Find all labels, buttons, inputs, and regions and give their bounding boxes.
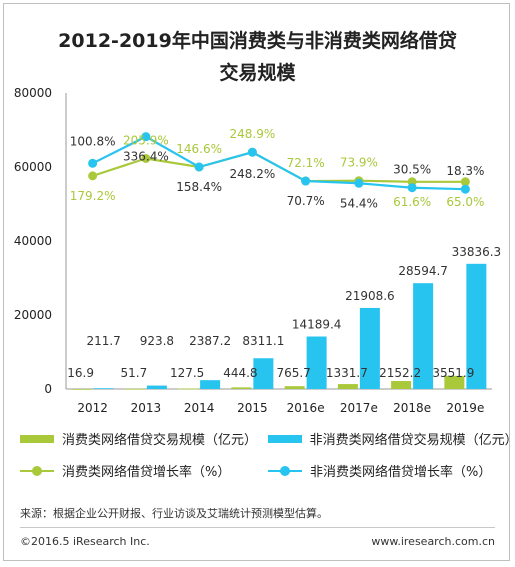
nonconsumer-bar-label-0: 211.7 [86,334,120,348]
x-tick-label-4: 2016e [287,401,325,415]
consumer-bar-3 [231,387,252,389]
consumer-growth-label-7: 65.0% [446,195,484,209]
x-tick-label-7: 2019e [446,401,484,415]
nonconsumer-growth-label-2: 158.4% [176,180,222,194]
legend-label-nonconsumer-bar: 非消费类网络借贷交易规模（亿元） [309,433,515,448]
consumer-bar-label-1: 51.7 [121,366,148,380]
consumer-bar-4 [284,386,305,389]
consumer-bar-label-3: 444.8 [223,366,257,380]
nonconsumer-bar-label-7: 33836.3 [452,245,502,259]
x-tick-label-2: 2014 [184,401,215,415]
consumer-bar-1 [124,388,145,390]
chart-plot: 0 20000 40000 60000 80000 2012 2013 2014 2015 201… [14,86,502,415]
nonconsumer-bar-label-1: 923.8 [140,334,174,348]
nonconsumer-bar-4 [306,336,327,389]
x-tick-label-3: 2015 [237,401,268,415]
consumer-bar-label-6: 2152.2 [379,366,421,380]
consumer-bar-2 [178,388,199,390]
footer-divider [20,527,495,528]
nonconsumer-growth-label-6: 30.5% [393,163,431,177]
consumer-bar-0 [71,388,92,390]
legend-consumer-bars: 消费类网络借贷交易规模（亿元） [20,429,257,448]
consumer-growth-label-4: 72.1% [287,156,325,170]
nonconsumer-growth-point-4 [301,176,311,186]
consumer-bar-label-0: 16.9 [67,366,94,380]
legend-swatch-consumer-bar [20,434,54,443]
x-tick-label-0: 2012 [77,401,108,415]
nonconsumer-growth-point-0 [88,158,98,168]
nonconsumer-growth-point-5 [354,178,364,188]
nonconsumer-bar-5 [359,307,380,389]
nonconsumer-growth-point-6 [407,183,417,193]
y-tick-label-2: 40000 [14,234,52,248]
nonconsumer-bar-label-2: 2387.2 [189,334,231,348]
legend-label-consumer-growth: 消费类网络借贷增长率（%） [62,465,231,480]
consumer-growth-label-6: 61.6% [393,195,431,209]
y-tick-label-4: 80000 [14,86,52,100]
nonconsumer-growth-line [92,135,466,191]
legend-label-nonconsumer-growth: 非消费类网络借贷增长率（%） [310,465,492,480]
copyright: ©2016.5 iResearch Inc. [20,535,150,548]
nonconsumer-growth-label-1: 336.4% [123,150,169,164]
nonconsumer-growth-label-4: 70.7% [287,194,325,208]
consumer-growth-label-0: 179.2% [70,189,116,203]
nonconsumer-bar-6 [413,283,434,389]
nonconsumer-growth-label-7: 18.3% [446,164,484,178]
legend-swatch-consumer-line [20,465,54,476]
nonconsumer-growth-point-1 [141,132,151,142]
consumer-growth-label-3: 248.9% [229,127,275,141]
consumer-growth-point-7 [460,177,470,187]
legend-nonconsumer-growth: 非消费类网络借贷增长率（%） [268,461,491,480]
consumer-bar-label-7: 3551.9 [432,366,474,380]
nonconsumer-growth-label-5: 54.4% [340,196,378,210]
x-tick-label-5: 2017e [340,401,378,415]
nonconsumer-bar-label-5: 21908.6 [345,289,395,303]
legend-label-consumer-bar: 消费类网络借贷交易规模（亿元） [62,433,258,448]
consumer-bar-7 [444,375,465,389]
nonconsumer-growth-point-7 [460,184,470,194]
nonconsumer-growth-point-3 [247,147,257,157]
x-tick-label-1: 2013 [131,401,162,415]
consumer-growth-point-0 [88,171,98,181]
consumer-bar-label-5: 1331.7 [326,366,368,380]
nonconsumer-growth-point-2 [194,162,204,172]
y-tick-label-3: 60000 [14,160,52,174]
website-url: www.iresearch.com.cn [371,535,495,548]
chart-title-line-2: 交易规模 [219,62,296,84]
x-tick-label-6: 2018e [393,401,431,415]
legend-consumer-growth: 消费类网络借贷增长率（%） [20,461,230,480]
y-tick-label-0: 0 [44,382,52,396]
nonconsumer-growth-label-3: 248.2% [229,167,275,181]
consumer-bar-label-2: 127.5 [170,366,204,380]
consumer-bar-label-4: 765.7 [276,366,310,380]
consumer-growth-label-1: 205.9% [123,133,169,147]
nonconsumer-bar-7 [466,263,487,389]
nonconsumer-bar-1 [146,385,167,389]
consumer-bar-6 [391,381,412,389]
consumer-growth-label-2: 146.6% [176,142,222,156]
chart-title: 2012-2019年中国消费类与非消费类网络借贷 交易规模 [0,25,515,89]
nonconsumer-bar-label-6: 28594.7 [398,264,448,278]
legend-swatch-nonconsumer-bar [268,434,302,443]
chart-frame [3,3,510,561]
legend-nonconsumer-bars: 非消费类网络借贷交易规模（亿元） [268,429,515,448]
nonconsumer-bar-2 [200,380,221,389]
consumer-growth-label-5: 73.9% [340,156,378,170]
consumer-bar-5 [337,384,358,389]
y-tick-label-1: 20000 [14,308,52,322]
chart-title-line-1: 2012-2019年中国消费类与非消费类网络借贷 [58,30,457,52]
nonconsumer-bar-0 [93,388,114,390]
nonconsumer-bar-3 [253,358,274,389]
nonconsumer-bar-label-4: 14189.4 [292,317,342,331]
consumer-growth-point-1 [141,153,151,163]
nonconsumer-bar-label-3: 8311.1 [242,334,284,348]
nonconsumer-growth-label-0: 100.8% [70,134,116,148]
legend-swatch-nonconsumer-line [268,465,302,476]
source-note: 来源：根据企业公开财报、行业访谈及艾瑞统计预测模型估算。 [20,507,328,520]
